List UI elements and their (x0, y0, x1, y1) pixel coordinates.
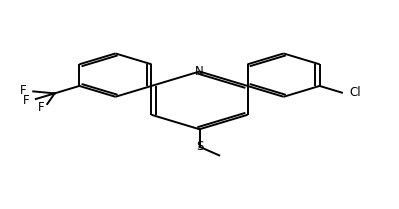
Text: F: F (20, 84, 26, 97)
Text: N: N (195, 65, 204, 78)
Text: F: F (23, 94, 30, 107)
Text: Cl: Cl (349, 86, 361, 99)
Text: F: F (38, 101, 45, 114)
Text: S: S (196, 140, 203, 153)
